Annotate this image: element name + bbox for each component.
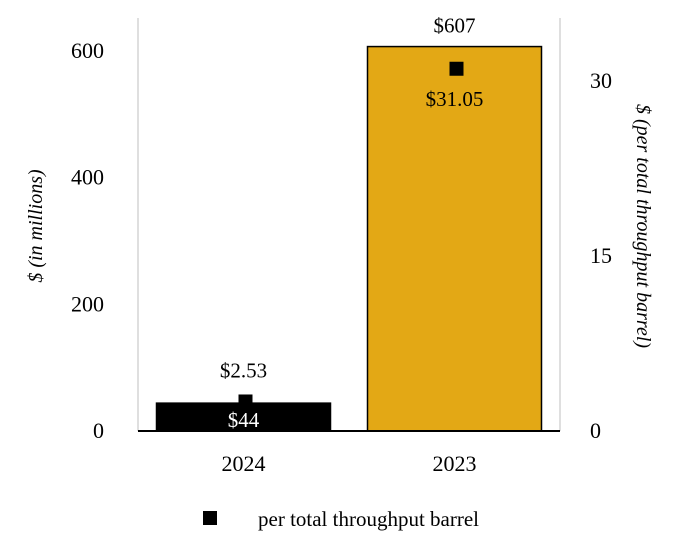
marker-point xyxy=(238,394,253,409)
y-axis-right-title: $ (per total throughput barrel) xyxy=(632,104,654,348)
y-right-tick-label: 30 xyxy=(590,68,612,93)
y-left-tick-label: 600 xyxy=(71,38,104,63)
y-right-tick-label: 15 xyxy=(590,243,612,268)
y-left-tick-label: 0 xyxy=(93,418,104,443)
y-left-tick-label: 200 xyxy=(71,291,104,316)
marker-point xyxy=(449,61,464,76)
y-axis-left-title: $ (in millions) xyxy=(25,169,47,283)
y-right-tick-label: 0 xyxy=(590,418,601,443)
bar-data-label: $44 xyxy=(228,408,260,432)
legend-marker xyxy=(203,511,217,525)
bar-data-label: $607 xyxy=(434,14,476,38)
plot-area: 0 200 400 600 0 15 30 2024 2023 $44 $607 $2.53 $31.0… xyxy=(71,14,612,476)
bar-2023 xyxy=(366,45,543,432)
marker-data-label: $2.53 xyxy=(220,358,267,382)
x-tick-label: 2023 xyxy=(433,451,477,476)
x-tick-label: 2024 xyxy=(222,451,266,476)
legend: per total throughput barrel xyxy=(203,507,479,531)
legend-label: per total throughput barrel xyxy=(258,507,479,531)
marker-data-label: $31.05 xyxy=(426,87,484,111)
y-left-tick-label: 400 xyxy=(71,165,104,190)
